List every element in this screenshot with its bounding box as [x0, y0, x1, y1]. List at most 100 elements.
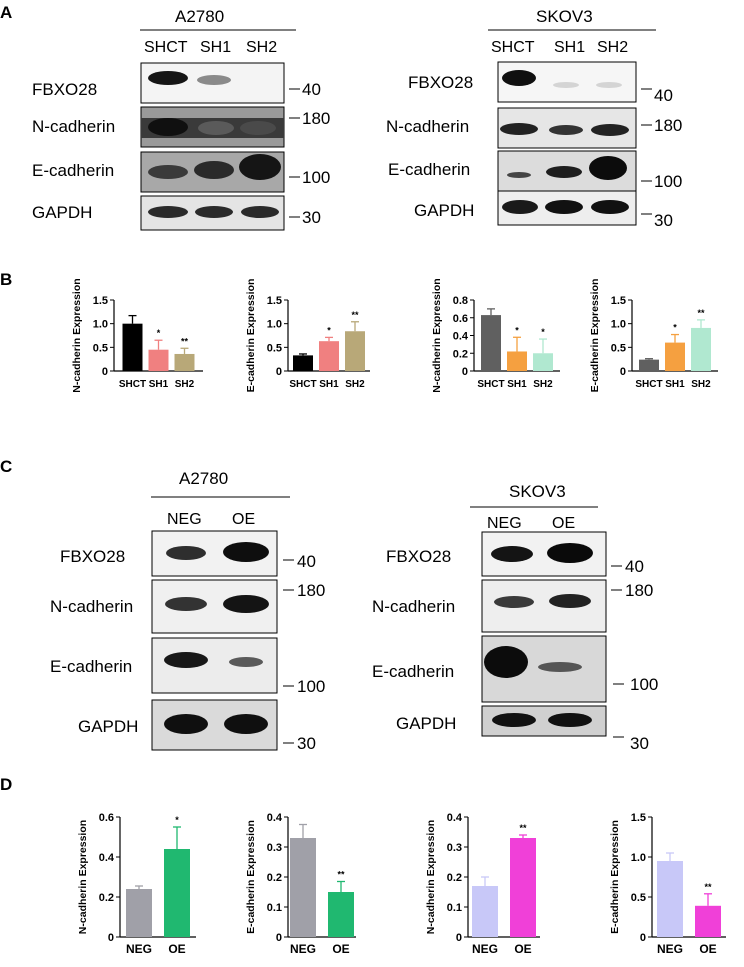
- lane-label: SHCT: [491, 39, 535, 56]
- bar: [174, 353, 195, 371]
- category-label: SH2: [345, 379, 365, 390]
- panel-label-b: B: [0, 270, 12, 289]
- bar: [293, 355, 313, 371]
- y-tick-label: 0: [102, 366, 108, 378]
- y-axis-label: N-cadherin Expression: [431, 278, 443, 392]
- lane-label: NEG: [487, 515, 522, 532]
- bar: [164, 849, 190, 937]
- mw-marker: 180: [302, 109, 330, 128]
- category-label: SH1: [149, 379, 169, 390]
- mw-marker: 40: [625, 557, 644, 576]
- protein-label: GAPDH: [396, 714, 456, 733]
- y-tick-label: 1.0: [631, 852, 646, 864]
- bar-chart: 0 0.2 0.4 0.6 N-cadherin Expression NEG * OE: [77, 812, 196, 956]
- cell-line-label: SKOV3: [536, 7, 593, 26]
- y-axis-label: N-cadherin Expression: [71, 278, 83, 392]
- lane-label: SH2: [597, 39, 628, 56]
- y-tick-label: 1.0: [93, 319, 108, 331]
- y-tick-label: 0.4: [99, 852, 115, 864]
- y-axis-label: N-cadherin Expression: [425, 820, 437, 934]
- y-tick-label: 1.0: [267, 319, 282, 331]
- y-tick-label: 0: [276, 932, 282, 944]
- category-label: SH1: [507, 379, 527, 390]
- lane-label: SH1: [200, 39, 231, 56]
- bar: [533, 353, 553, 371]
- significance-label: **: [704, 882, 712, 892]
- category-label: SHCT: [477, 379, 504, 390]
- bar: [328, 892, 354, 937]
- significance-label: *: [327, 325, 331, 335]
- y-tick-label: 0: [462, 366, 468, 378]
- y-axis-label: N-cadherin Expression: [77, 820, 89, 934]
- y-tick-label: 0: [108, 932, 114, 944]
- y-axis-label: E-cadherin Expression: [245, 279, 257, 393]
- significance-label: *: [175, 815, 179, 825]
- bar: [507, 351, 527, 371]
- protein-label: E-cadherin: [372, 662, 454, 681]
- protein-label: E-cadherin: [388, 160, 470, 179]
- bar: [126, 889, 152, 937]
- bar: [665, 342, 685, 371]
- cell-line-label: SKOV3: [509, 482, 566, 501]
- mw-marker: 30: [302, 208, 321, 227]
- y-tick-label: 0.4: [453, 331, 469, 343]
- bar-chart: 0 0.1 0.2 0.3 0.4 N-cadherin Expression NEG ** O…: [425, 812, 540, 956]
- y-tick-label: 0.2: [267, 872, 282, 884]
- protein-label: FBXO28: [32, 80, 97, 99]
- lane-label: NEG: [167, 511, 202, 528]
- y-tick-label: 0.4: [267, 812, 283, 824]
- category-label: OE: [514, 942, 531, 956]
- category-label: SHCT: [289, 379, 316, 390]
- protein-label: E-cadherin: [50, 657, 132, 676]
- bar: [657, 861, 683, 937]
- protein-label: FBXO28: [386, 547, 451, 566]
- bar: [510, 838, 536, 937]
- mw-marker: 180: [297, 581, 325, 600]
- bar: [319, 341, 339, 371]
- y-tick-label: 0.5: [267, 342, 282, 354]
- significance-label: **: [519, 823, 527, 833]
- mw-marker: 40: [297, 552, 316, 571]
- significance-label: *: [157, 328, 161, 338]
- bar-charts: 0 0.5 1.0 1.5 N-cadherin Expression SHCT * SH1 *…: [71, 278, 726, 956]
- y-tick-label: 0.4: [447, 812, 463, 824]
- mw-marker: 100: [302, 168, 330, 187]
- y-tick-label: 0: [276, 366, 282, 378]
- mw-marker: 180: [625, 581, 653, 600]
- lane-label: OE: [552, 515, 575, 532]
- y-tick-label: 0: [620, 366, 626, 378]
- panel-label-c: C: [0, 457, 12, 476]
- protein-label: E-cadherin: [32, 161, 114, 180]
- cell-line-label: A2780: [179, 469, 228, 488]
- y-tick-label: 0.5: [631, 892, 646, 904]
- significance-label: **: [337, 870, 345, 880]
- mw-marker: 40: [302, 80, 321, 99]
- lane-label: OE: [232, 511, 255, 528]
- mw-marker: 30: [630, 734, 649, 753]
- blot-a2780-knockdown: A2780 SHCT SH1 SH2 FBXO28 40 N-cadherin …: [32, 7, 330, 231]
- y-tick-label: 0.2: [453, 348, 468, 360]
- category-label: NEG: [290, 942, 316, 956]
- y-tick-label: 0.1: [267, 902, 282, 914]
- category-label: OE: [699, 942, 716, 956]
- protein-label: N-cadherin: [372, 597, 455, 616]
- bar: [290, 838, 316, 937]
- significance-label: **: [351, 310, 359, 320]
- mw-marker: 180: [654, 116, 682, 135]
- mw-marker: 30: [654, 211, 673, 230]
- y-tick-label: 0: [640, 932, 646, 944]
- mw-marker: 30: [297, 734, 316, 753]
- protein-label: FBXO28: [408, 73, 473, 92]
- category-label: NEG: [126, 942, 152, 956]
- significance-label: **: [181, 336, 189, 346]
- panel-label-a: A: [0, 3, 12, 22]
- blot-skov3-overexpression: SKOV3 NEG OE FBXO28 40 N-cadherin 180 E-…: [372, 482, 658, 753]
- panel-label-d: D: [0, 775, 12, 794]
- protein-label: GAPDH: [32, 203, 92, 222]
- y-tick-label: 0.6: [99, 812, 114, 824]
- bar-chart: 0 0.2 0.4 0.6 0.8 N-cadherin Expression SHCT * S…: [431, 278, 560, 393]
- protein-label: N-cadherin: [50, 597, 133, 616]
- y-tick-label: 0.6: [453, 313, 468, 325]
- y-axis-label: E-cadherin Expression: [609, 820, 621, 934]
